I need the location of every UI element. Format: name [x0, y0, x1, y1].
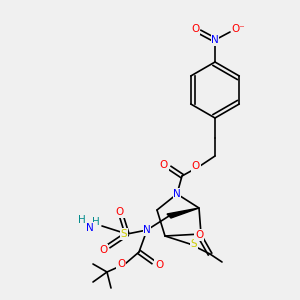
Text: O: O	[191, 24, 199, 34]
Text: O: O	[99, 245, 107, 255]
Text: O: O	[195, 230, 203, 240]
Text: O⁻: O⁻	[231, 24, 245, 34]
Text: N: N	[86, 223, 94, 233]
Text: O: O	[117, 259, 125, 269]
Text: O: O	[155, 260, 163, 270]
Text: S: S	[121, 229, 127, 239]
Text: H: H	[92, 217, 100, 227]
Polygon shape	[167, 208, 199, 218]
Text: O: O	[192, 161, 200, 171]
Text: N: N	[211, 35, 219, 45]
Text: O: O	[160, 160, 168, 170]
Text: S: S	[191, 239, 197, 249]
Text: O: O	[116, 207, 124, 217]
Text: N: N	[143, 225, 151, 235]
Text: H: H	[78, 215, 86, 225]
Text: N: N	[173, 189, 181, 199]
